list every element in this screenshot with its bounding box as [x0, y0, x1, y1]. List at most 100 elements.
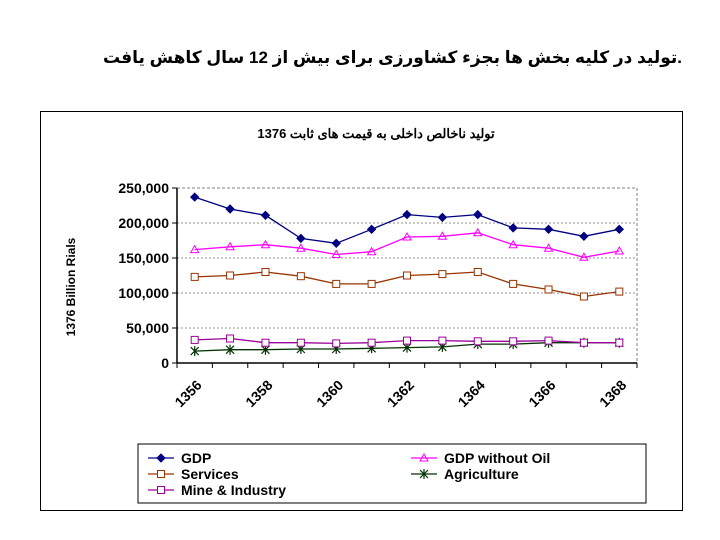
data-point-gdp-without-oil — [225, 241, 235, 251]
y-tick-label: 50,000 — [126, 320, 169, 336]
data-point-gdp-without-oil — [189, 244, 200, 254]
legend-label: Agriculture — [444, 466, 519, 482]
marker-shape — [614, 224, 625, 235]
data-point-services — [332, 279, 341, 288]
marker-shape — [189, 192, 200, 202]
marker-shape — [579, 292, 588, 301]
data-point-mine-industry — [473, 337, 482, 346]
data-point-gdp — [402, 209, 412, 220]
data-point-gdp — [366, 224, 377, 235]
data-point-mine-industry — [190, 335, 199, 344]
marker-shape — [189, 244, 200, 254]
marker-shape — [508, 239, 519, 249]
marker-shape — [437, 231, 448, 240]
legend-label: Mine & Industry — [181, 482, 286, 498]
legend-marker — [156, 453, 166, 463]
series-line-gdp-without-oil — [194, 232, 620, 258]
data-point-mine-industry — [403, 336, 411, 345]
data-point-agriculture — [225, 344, 235, 355]
marker-shape — [509, 279, 518, 288]
data-point-gdp-without-oil — [402, 231, 412, 241]
data-point-gdp-without-oil — [366, 246, 377, 256]
x-tick-label: 1360 — [313, 377, 346, 410]
data-point-mine-industry — [438, 336, 447, 345]
marker-shape — [402, 231, 412, 241]
x-tick-label: 1362 — [384, 377, 417, 410]
data-point-mine-industry — [261, 338, 270, 347]
marker-shape — [437, 212, 448, 223]
marker-shape — [190, 335, 199, 344]
marker-shape — [225, 344, 235, 355]
y-tick-label: 0 — [161, 355, 169, 371]
data-point-gdp — [331, 238, 341, 249]
data-point-services — [544, 285, 553, 294]
marker-shape — [473, 209, 483, 220]
data-point-gdp — [508, 223, 518, 233]
legend-label: GDP without Oil — [444, 450, 550, 466]
marker-shape — [331, 238, 341, 249]
data-point-services — [438, 270, 447, 279]
marker-shape — [615, 287, 624, 296]
marker-shape — [226, 271, 235, 280]
data-point-gdp-without-oil — [260, 239, 271, 249]
data-point-gdp-without-oil — [331, 249, 342, 258]
chart-frame: تولید ناخالص داخلی به قیمت های ثابت 1376… — [40, 111, 683, 511]
legend-item-agriculture: Agriculture — [411, 466, 519, 482]
y-tick-label: 150,000 — [118, 250, 169, 266]
marker-shape — [190, 346, 200, 357]
marker-shape — [157, 470, 165, 478]
legend-box — [137, 443, 647, 504]
marker-shape — [615, 338, 624, 347]
data-point-gdp — [543, 224, 554, 235]
x-tick-label: 1368 — [596, 377, 629, 410]
data-point-mine-industry — [579, 338, 588, 347]
y-tick-label: 200,000 — [118, 215, 169, 231]
data-point-gdp — [225, 204, 235, 214]
data-point-gdp — [296, 233, 306, 244]
legend-marker — [419, 469, 429, 479]
legend-marker — [419, 452, 429, 462]
data-point-services — [579, 292, 588, 301]
marker-shape — [614, 245, 625, 255]
data-point-services — [226, 271, 235, 280]
legend-item-gdp-without-oil: GDP without Oil — [411, 450, 550, 466]
marker-shape — [579, 252, 589, 261]
data-point-mine-industry — [226, 334, 235, 343]
legend-item-gdp: GDP — [148, 450, 211, 466]
y-axis-label: 1376 Billion Rials — [64, 237, 78, 336]
data-point-mine-industry — [615, 338, 624, 347]
marker-shape — [157, 486, 165, 494]
data-point-gdp-without-oil — [295, 243, 306, 252]
data-point-gdp — [260, 210, 271, 221]
data-point-mine-industry — [296, 338, 305, 347]
data-point-mine-industry — [544, 336, 553, 345]
data-point-gdp-without-oil — [614, 245, 625, 255]
data-point-mine-industry — [332, 339, 341, 348]
data-point-services — [509, 279, 518, 288]
marker-shape — [473, 268, 482, 276]
marker-shape — [261, 268, 270, 276]
x-tick-label: 1358 — [242, 377, 275, 410]
marker-shape — [419, 452, 429, 462]
marker-shape — [226, 334, 235, 343]
slide-title: .تولید در کلیه بخش ها بجزء کشاورزی برای … — [102, 48, 682, 67]
legend-label: GDP — [181, 450, 211, 466]
marker-shape — [473, 337, 482, 346]
legend-label: Services — [181, 466, 239, 482]
marker-shape — [472, 227, 483, 237]
marker-shape — [156, 453, 166, 463]
data-point-gdp — [614, 224, 625, 235]
marker-shape — [260, 239, 271, 249]
marker-shape — [332, 339, 341, 348]
marker-shape — [438, 270, 447, 279]
marker-shape — [403, 336, 411, 345]
data-point-services — [473, 268, 482, 276]
x-tick-label: 1356 — [171, 377, 204, 410]
legend-marker — [157, 486, 165, 494]
data-point-services — [296, 272, 305, 281]
data-point-gdp — [437, 212, 448, 223]
data-point-services — [367, 279, 376, 288]
marker-shape — [296, 338, 305, 347]
marker-shape — [225, 241, 235, 251]
marker-shape — [543, 243, 554, 252]
